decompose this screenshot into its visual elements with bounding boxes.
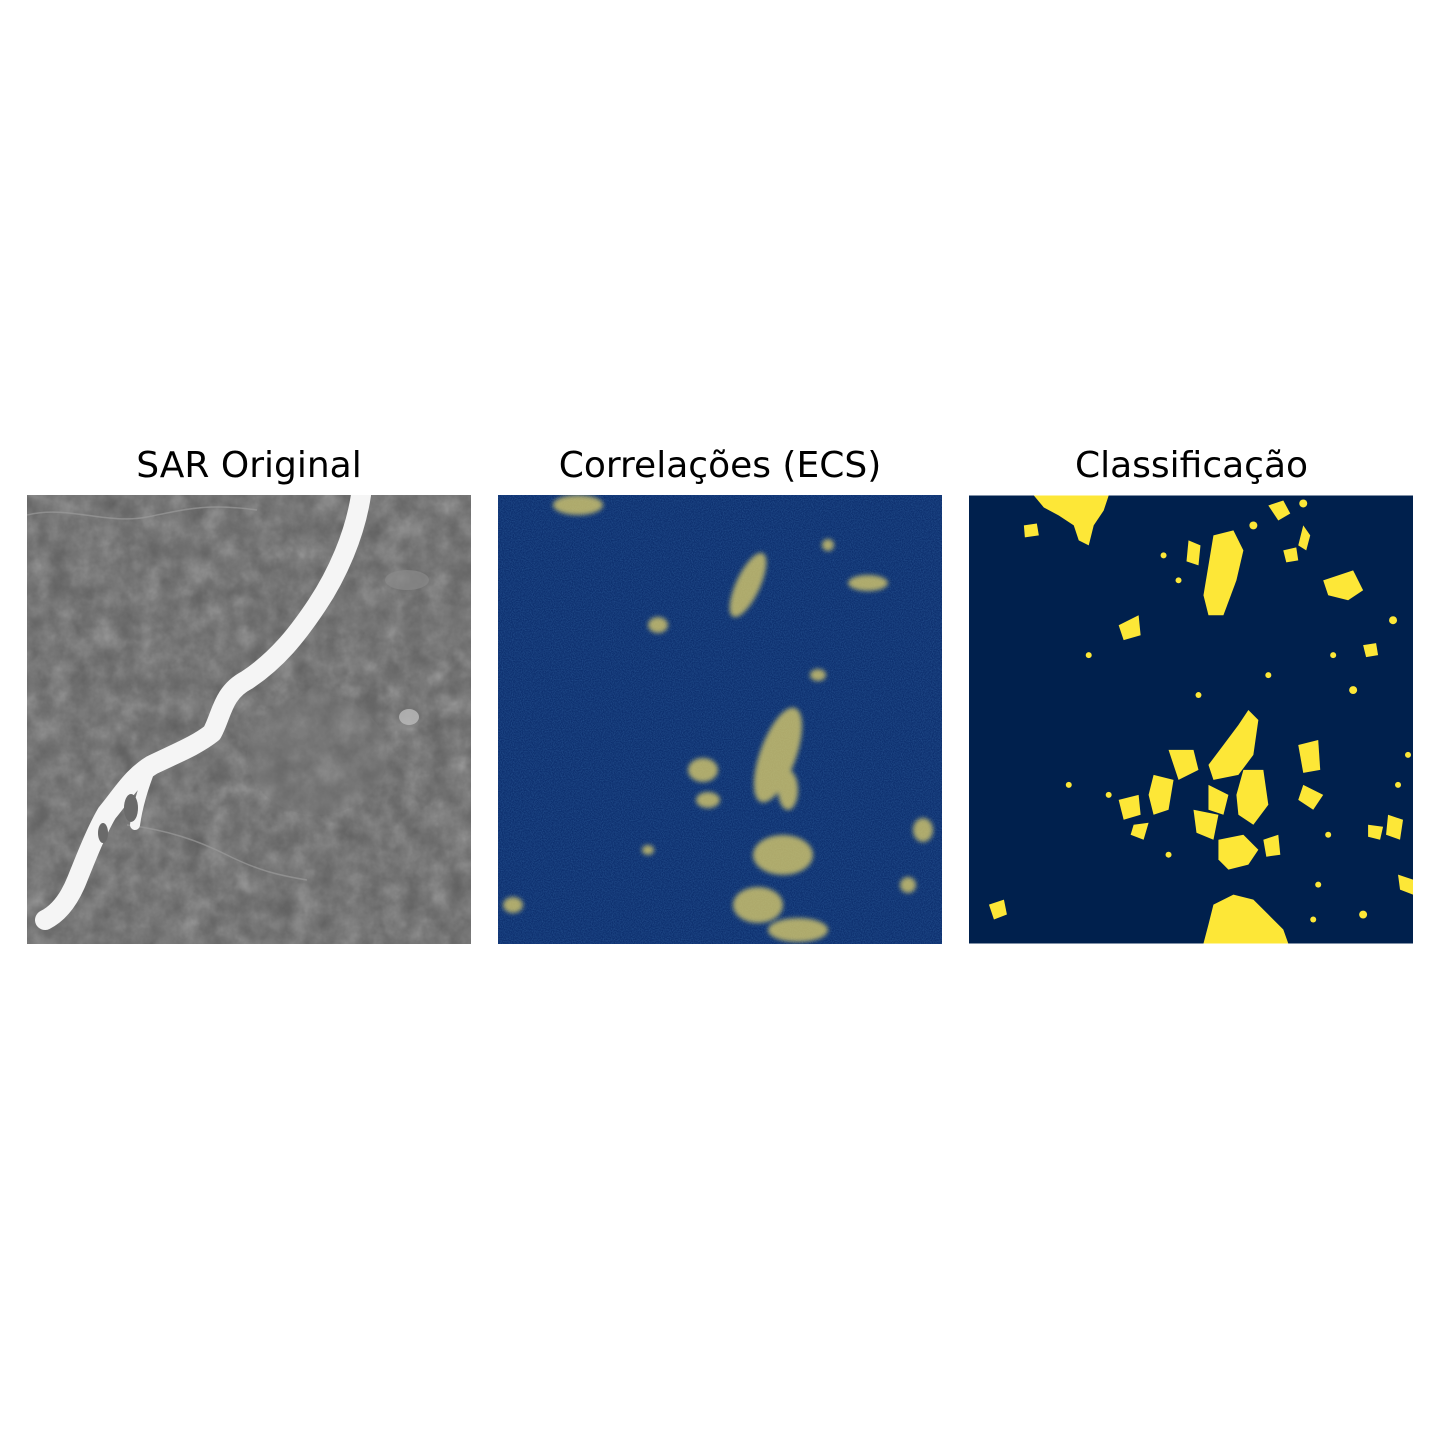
ecs-cluster	[733, 887, 783, 923]
cls-patch	[988, 899, 1007, 920]
cls-patch	[1118, 794, 1141, 820]
sar-smooth-zone	[399, 709, 419, 725]
cls-patch	[1283, 547, 1299, 563]
sar-smooth-zone	[385, 570, 429, 590]
sar-original-image	[27, 495, 471, 944]
ecs-cluster	[696, 792, 720, 808]
cls-patch	[1236, 769, 1269, 825]
ecs-clusters	[503, 495, 933, 942]
cls-patch	[1363, 643, 1379, 658]
cls-patch	[1386, 814, 1404, 840]
cls-patch	[1268, 500, 1291, 521]
cls-patch	[1218, 834, 1259, 870]
panel-title-correlations: Correlações (ECS)	[558, 445, 882, 486]
cls-patch	[1130, 822, 1149, 840]
cls-patch	[1203, 894, 1289, 944]
ecs-cluster	[753, 707, 803, 803]
ecs-cluster	[822, 539, 834, 551]
ecs-cluster	[913, 818, 933, 842]
cls-patch	[1298, 525, 1311, 551]
cls-speckle	[1265, 672, 1272, 679]
cls-patch	[1168, 749, 1199, 780]
ecs-cluster	[810, 669, 826, 681]
cls-speckle	[1175, 577, 1182, 584]
cls-speckle	[1325, 831, 1332, 838]
cls-speckle	[1349, 686, 1358, 695]
sar-river	[35, 495, 371, 930]
cls-patch	[1186, 540, 1201, 566]
cls-speckle	[1405, 751, 1412, 758]
cls-speckle	[1195, 692, 1202, 699]
ecs-cluster	[900, 877, 916, 893]
cls-speckle	[1299, 499, 1308, 508]
cls-speckle	[1315, 881, 1322, 888]
cls-speckle	[1359, 910, 1368, 919]
cls-patch	[1368, 824, 1384, 840]
cls-patch	[1203, 530, 1244, 616]
sar-smooth-zone	[247, 695, 387, 815]
cls-patch	[1398, 874, 1413, 895]
panel-title-classification: Classificação	[1074, 445, 1309, 486]
correlation-map-image	[498, 495, 942, 944]
sar-river-island	[98, 823, 108, 843]
cls-patch	[1193, 809, 1219, 840]
cls-background	[969, 495, 1413, 944]
ecs-cluster	[753, 835, 813, 875]
cls-patch	[1033, 495, 1109, 546]
ecs-cluster	[642, 845, 654, 855]
ecs-cluster	[688, 758, 718, 782]
cls-patch	[1118, 615, 1141, 641]
classification-map-image	[969, 495, 1414, 944]
cls-patch	[1323, 570, 1364, 601]
ecs-cluster	[768, 918, 828, 942]
sar-tributary	[126, 824, 308, 881]
cls-speckle	[1105, 791, 1112, 798]
ecs-speckle	[498, 495, 942, 944]
cls-speckle	[1085, 652, 1092, 659]
cls-patch	[1208, 784, 1229, 815]
ecs-cluster	[503, 897, 523, 913]
cls-speckle	[1310, 916, 1317, 923]
cls-patch	[1298, 739, 1321, 773]
cls-patches	[988, 495, 1413, 944]
cls-patch	[1208, 710, 1259, 780]
cls-speckle	[1249, 521, 1258, 530]
cls-patch	[1023, 523, 1039, 538]
ecs-cluster	[778, 770, 798, 810]
cls-speckle	[1065, 781, 1072, 788]
cls-patch	[1298, 784, 1324, 810]
cls-patch	[1148, 774, 1174, 815]
cls-speckle	[1389, 616, 1398, 625]
cls-speckles	[1065, 499, 1412, 923]
ecs-cluster	[729, 552, 767, 618]
cls-speckle	[1165, 851, 1172, 858]
ecs-cluster	[848, 575, 888, 591]
sar-texture	[27, 495, 471, 944]
sar-river	[130, 760, 157, 830]
sar-tributary	[27, 506, 258, 520]
sar-river-island	[124, 794, 138, 822]
panel-title-sar-original: SAR Original	[136, 445, 362, 486]
ecs-cluster	[648, 617, 668, 633]
cls-patch	[1263, 834, 1281, 857]
cls-speckle	[1395, 781, 1402, 788]
cls-speckle	[1160, 552, 1167, 559]
cls-speckle	[1330, 652, 1337, 659]
ecs-cluster	[553, 495, 603, 515]
